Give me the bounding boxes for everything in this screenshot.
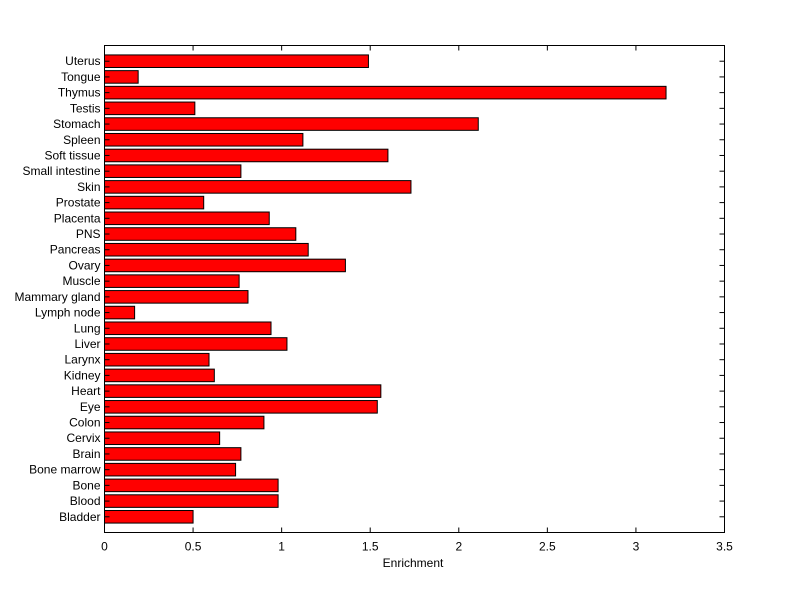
bar-pancreas <box>104 242 309 257</box>
category-label: Spleen <box>63 133 100 147</box>
category-label: Tongue <box>61 70 101 84</box>
category-label: Blood <box>70 494 101 508</box>
bar-skin <box>104 180 412 194</box>
bar-thymus <box>104 85 667 100</box>
bar-bone-marrow <box>104 462 237 477</box>
category-label: Cervix <box>66 431 100 445</box>
category-label: Mammary gland <box>14 290 100 304</box>
bar-prostate <box>104 195 205 210</box>
category-label: Uterus <box>65 54 100 68</box>
bar-brain <box>104 447 242 461</box>
bar-eye <box>104 400 378 414</box>
bar-pns <box>104 227 297 241</box>
x-tick-label: 2 <box>455 540 462 554</box>
x-tick-label: 1 <box>278 540 285 554</box>
bar-spleen <box>104 132 304 147</box>
axis-ticks <box>104 45 725 533</box>
bar-colon <box>104 415 265 430</box>
bar-bone <box>104 478 279 493</box>
bar-liver <box>104 337 288 351</box>
bar-lung <box>104 321 272 336</box>
category-label: Soft tissue <box>44 148 100 162</box>
bar-mammary-gland <box>104 290 249 304</box>
bar-uterus <box>104 54 369 68</box>
category-label: Bone marrow <box>29 463 101 477</box>
category-label: Heart <box>71 384 101 398</box>
category-label: Skin <box>77 180 100 194</box>
category-label: Bladder <box>59 510 100 524</box>
plot-frame <box>104 45 725 533</box>
x-tick-labels: 0 0.5 1 1.5 2 2.5 3 3.5 <box>101 540 733 554</box>
category-label: Stomach <box>53 117 100 131</box>
category-label: Thymus <box>58 86 101 100</box>
bar-kidney <box>104 368 215 383</box>
bar-soft-tissue <box>104 148 389 163</box>
bar-placenta <box>104 211 270 226</box>
category-label: Eye <box>80 400 101 414</box>
category-label: PNS <box>76 227 101 241</box>
category-label: Colon <box>69 416 100 430</box>
bar-larynx <box>104 352 210 367</box>
category-label: Liver <box>74 337 100 351</box>
bar-bladder <box>104 510 194 524</box>
x-tick-label: 2.5 <box>539 540 556 554</box>
bars <box>104 54 667 524</box>
category-label: Testis <box>70 101 101 115</box>
category-label: Muscle <box>62 274 100 288</box>
x-tick-label: 3 <box>633 540 640 554</box>
category-label: Larynx <box>64 353 100 367</box>
category-label: Pancreas <box>50 243 101 257</box>
category-label: Placenta <box>54 211 101 225</box>
category-label: Lung <box>74 321 101 335</box>
bar-stomach <box>104 117 479 131</box>
category-label: Bone <box>72 478 100 492</box>
bar-tongue <box>104 70 139 84</box>
category-label: Ovary <box>68 258 100 272</box>
x-tick-label: 0 <box>101 540 108 554</box>
bar-ovary <box>104 258 346 273</box>
x-axis-label: Enrichment <box>383 556 444 570</box>
category-label: Lymph node <box>35 306 101 320</box>
category-label: Prostate <box>56 196 101 210</box>
category-label: Kidney <box>64 368 101 382</box>
bar-heart <box>104 384 382 398</box>
bar-small-intestine <box>104 164 242 178</box>
x-tick-label: 1.5 <box>362 540 379 554</box>
bar-muscle <box>104 274 240 288</box>
category-label: Brain <box>72 447 100 461</box>
bar-testis <box>104 101 196 116</box>
bar-cervix <box>104 431 221 446</box>
x-tick-label: 3.5 <box>716 540 733 554</box>
category-label: Small intestine <box>22 164 100 178</box>
x-tick-label: 0.5 <box>185 540 202 554</box>
bar-blood <box>104 494 279 508</box>
